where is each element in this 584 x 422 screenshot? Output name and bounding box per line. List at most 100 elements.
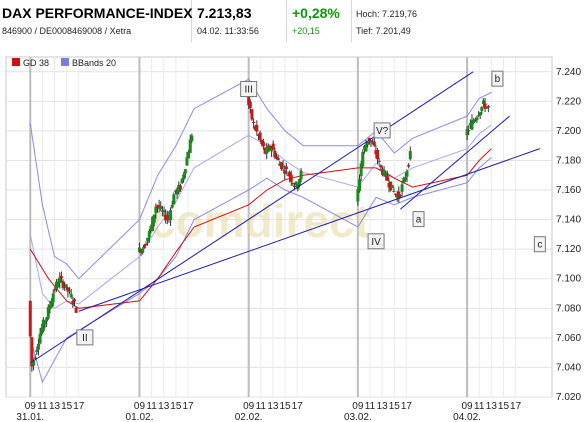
candle-body (160, 210, 164, 212)
wave-label: IV (371, 237, 381, 248)
wave-label: III (244, 85, 252, 96)
candle-body (41, 319, 45, 332)
candle-body (32, 360, 36, 366)
instrument-cell: DAX PERFORMANCE-INDEX 846900 / DE0008469… (0, 0, 193, 42)
candle-body (50, 300, 54, 308)
day-low: Tief: 7.201,49 (356, 26, 411, 36)
candle-body (465, 129, 469, 136)
candle-body (68, 290, 72, 292)
candle-body (376, 150, 380, 160)
candle-body (372, 141, 376, 146)
candle-body (364, 144, 368, 152)
candle-body (467, 130, 471, 132)
x-tick-label: 09 (243, 401, 255, 412)
candle-body (172, 194, 176, 205)
candle-body (66, 287, 70, 292)
candle-body (53, 288, 57, 291)
candle-body (74, 307, 78, 313)
wave-label: II (82, 333, 88, 344)
date-label: 03.02. (344, 412, 372, 422)
candle-body (400, 184, 404, 192)
y-tick-label: 7.100 (556, 274, 581, 285)
candle-body (387, 183, 391, 188)
wave-label: a (416, 215, 422, 226)
candle-body (46, 306, 50, 319)
candle-body (30, 337, 34, 367)
x-tick-label: 13 (377, 401, 389, 412)
watermark: comdirect (150, 195, 370, 247)
legend-swatch (12, 58, 20, 66)
change-absolute: +20,15 (292, 26, 320, 36)
trendline (400, 115, 510, 210)
candle-body (278, 163, 282, 166)
candle-body (260, 140, 264, 145)
candle-body (297, 179, 301, 186)
candle-body (288, 172, 292, 177)
candle-body (472, 120, 476, 123)
candle-body (69, 294, 73, 298)
candle-body (155, 205, 159, 208)
wave-label-box (240, 81, 258, 98)
last-price: 7.213,83 (197, 5, 252, 21)
candle-body (45, 317, 49, 322)
candle-body (43, 321, 47, 324)
candle-body (279, 162, 283, 169)
candle-body (384, 172, 388, 177)
candle-body (164, 215, 168, 221)
x-tick-label: 11 (146, 401, 157, 412)
candle-body (403, 177, 407, 180)
x-tick-label: 17 (510, 401, 522, 412)
candle-body (263, 147, 267, 154)
price-cell: 7.213,83 04.02. 11:33:56 (192, 0, 287, 42)
candle-body (142, 244, 146, 249)
candle-body (256, 134, 260, 136)
candle-body (382, 169, 386, 176)
x-tick-label: 15 (498, 401, 510, 412)
candle-body (397, 191, 401, 199)
x-tick-label: 13 (158, 401, 170, 412)
candle-body (398, 195, 402, 197)
instrument-title: DAX PERFORMANCE-INDEX (2, 5, 193, 21)
candle-body (369, 140, 373, 143)
x-tick-label: 11 (37, 401, 48, 412)
x-tick-label: 17 (182, 401, 194, 412)
candle-body (144, 243, 148, 245)
candle-body (395, 195, 399, 198)
candle-body (187, 151, 191, 159)
candle-body (51, 293, 55, 303)
candle-body (56, 283, 60, 287)
quote-datetime: 04.02. 11:33:56 (197, 26, 259, 36)
quote-header: DAX PERFORMANCE-INDEX 846900 / DE0008469… (0, 0, 584, 42)
candle-body (139, 250, 143, 253)
candle-body (483, 103, 487, 109)
bband-middle (29, 124, 492, 309)
x-tick-label: 15 (61, 401, 73, 412)
candle-body (33, 357, 37, 359)
x-tick-label: 11 (474, 401, 485, 412)
candle-body (356, 189, 360, 202)
bband-upper (29, 78, 492, 280)
candle-body (281, 165, 285, 167)
legend-swatch (61, 58, 69, 66)
candle-body (291, 183, 295, 185)
candle-body (289, 174, 293, 182)
candle-body (268, 145, 272, 149)
candle-body (402, 177, 406, 183)
y-tick-label: 7.240 (556, 67, 581, 78)
candle-body (35, 349, 39, 353)
candle-body (366, 141, 370, 145)
candle-body (271, 143, 275, 150)
candle-body (147, 230, 151, 238)
wave-label-box (373, 122, 391, 139)
candle-body (266, 146, 270, 152)
y-tick-label: 7.040 (556, 362, 581, 373)
x-tick-label: 17 (401, 401, 413, 412)
wave-label: V? (376, 126, 389, 137)
candle-body (374, 150, 378, 155)
candle-body (157, 205, 161, 209)
candle-body (151, 216, 155, 231)
candle-body (72, 299, 76, 302)
y-tick-label: 7.080 (556, 303, 581, 314)
plot-frame (5, 56, 553, 398)
candle-body (149, 225, 153, 232)
